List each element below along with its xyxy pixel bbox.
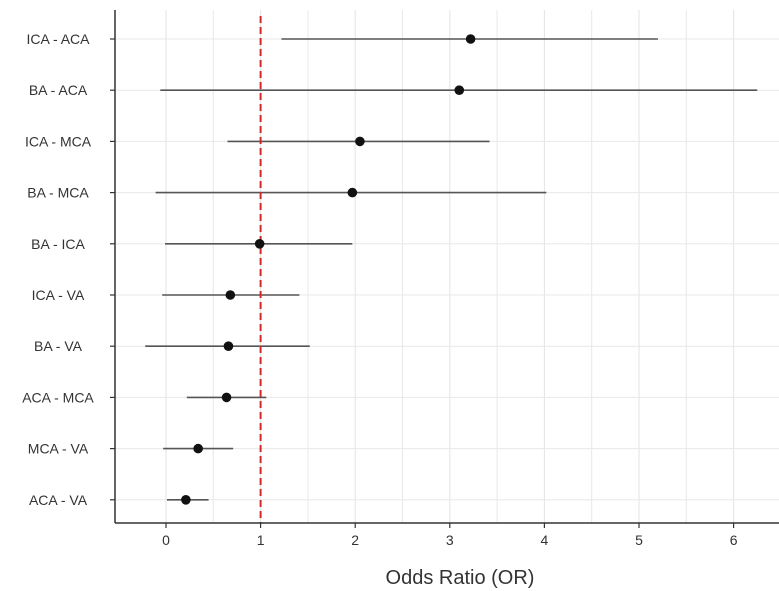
confidence-intervals [145,38,758,501]
x-tick-label: 5 [635,532,643,548]
x-axis-title: Odds Ratio (OR) [386,567,535,589]
point-estimate [193,443,203,454]
x-tick-label: 2 [351,532,359,548]
point-estimate [225,290,236,300]
point-estimate [223,341,234,352]
y-tick-label: ACA - MCA [22,389,94,405]
x-tick-label: 4 [541,532,549,548]
y-tick-label: BA - ACA [29,82,88,98]
x-tick-label: 6 [730,532,738,548]
y-tick-label: ICA - VA [32,287,85,303]
x-tick-label: 0 [162,532,170,548]
grid-layer [115,10,779,523]
labels: ICA - ACA BA - ACA ICA - MCA BA - MCA BA - I… [22,31,737,548]
y-tick-label: ACA - VA [29,492,88,508]
y-tick-label: ICA - ACA [26,31,90,47]
point-estimate [465,34,476,44]
axes [110,10,779,528]
y-tick-label: BA - VA [34,338,83,354]
point-estimate [221,392,232,403]
x-tick-label: 3 [446,532,454,548]
x-tick-label: 1 [257,532,265,548]
y-tick-label: BA - ICA [31,236,85,252]
point-estimate [454,85,465,95]
point-estimates [181,34,476,505]
y-tick-label: BA - MCA [27,185,89,201]
point-estimate [254,239,265,249]
y-tick-label: ICA - MCA [25,133,92,149]
point-estimate [347,187,358,198]
point-estimate [355,136,365,147]
y-tick-label: MCA - VA [28,441,89,457]
point-estimate [181,495,191,505]
